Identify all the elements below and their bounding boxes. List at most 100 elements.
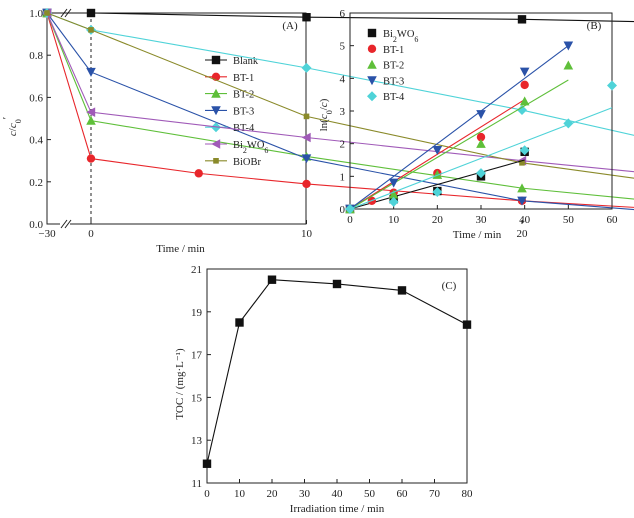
legend-label: BT-1	[383, 45, 404, 56]
data-point	[345, 204, 355, 214]
legend-label: BT-4	[383, 92, 405, 103]
data-point	[517, 196, 527, 206]
fit-line	[349, 159, 525, 210]
y-tick-label: 13	[191, 435, 203, 447]
data-point	[517, 183, 527, 193]
data-point	[86, 107, 96, 117]
data-point	[194, 169, 203, 178]
legend-label: BT-2	[233, 90, 254, 101]
y-tick-label: 6	[340, 8, 346, 20]
data-point	[303, 113, 310, 120]
data-point	[517, 15, 527, 24]
legend-label: Bi2WO6	[233, 140, 268, 155]
data-point	[476, 138, 486, 148]
x-tick-label: 60	[607, 214, 619, 226]
data-point	[44, 10, 50, 16]
x-axis-label: Irradiation time / min	[290, 503, 385, 515]
series-line	[46, 12, 634, 208]
legend-label: BT-2	[383, 61, 404, 72]
y-tick-label: 0	[340, 204, 346, 216]
x-tick-label: 40	[332, 488, 344, 500]
data-point	[563, 118, 574, 129]
fit-line	[349, 79, 569, 210]
y-axis-label: c/c0′	[1, 117, 23, 136]
x-tick-label: 0	[204, 488, 210, 500]
x-tick-label: 0	[88, 228, 94, 240]
y-tick-label: 2	[340, 139, 346, 151]
legend-marker	[211, 88, 221, 98]
data-point	[267, 275, 277, 284]
axis-break-mark	[64, 219, 72, 229]
y-tick-label: 17	[191, 350, 203, 362]
data-point	[302, 13, 311, 22]
y-tick-label: 0.6	[29, 92, 43, 104]
data-point	[86, 154, 96, 163]
x-tick-label: 30	[476, 214, 488, 226]
axis-break-mask-bottom	[60, 220, 70, 228]
y-tick-label: 3	[340, 106, 346, 118]
y-tick-label: 4	[340, 73, 346, 85]
x-tick-label: 50	[364, 488, 376, 500]
legend-marker	[367, 28, 377, 38]
x-tick-label: 20	[432, 214, 444, 226]
data-point	[86, 67, 96, 77]
series-line	[206, 279, 468, 464]
legend-marker	[213, 158, 219, 164]
data-point	[432, 187, 443, 198]
legend-marker	[367, 59, 377, 69]
data-point	[388, 178, 399, 188]
data-point	[302, 179, 311, 189]
y-tick-label: 19	[191, 307, 203, 319]
x-tick-label: −30	[38, 228, 56, 240]
y-tick-label: 0.2	[29, 177, 43, 189]
plot-frame	[206, 268, 468, 484]
data-point	[301, 62, 312, 73]
data-point	[332, 279, 342, 289]
y-axis-label: ln(c0/c)	[318, 98, 334, 131]
x-axis-label: Time / min	[156, 243, 205, 255]
data-point	[388, 189, 399, 199]
x-tick-label: 30	[299, 488, 311, 500]
axis-break-mark	[60, 219, 68, 229]
legend-marker	[211, 55, 221, 65]
data-point	[520, 80, 529, 90]
y-tick-label: 21	[191, 264, 202, 276]
y-axis-label: TOC / (mg·L⁻¹)	[174, 348, 186, 420]
x-tick-label: 60	[397, 488, 409, 500]
y-tick-label: 1	[340, 171, 346, 183]
y-tick-label: 0.0	[29, 219, 43, 231]
legend-label: BiOBr	[233, 157, 262, 168]
series-line	[46, 12, 634, 173]
data-point	[388, 196, 399, 207]
data-point	[202, 459, 212, 468]
x-tick-label: 0	[347, 214, 353, 226]
data-point	[301, 132, 311, 143]
data-point	[519, 96, 530, 106]
data-point	[301, 154, 312, 164]
series-line	[46, 12, 634, 136]
panel-c: 0 10 20 30 40 50 60 70 80 11 13 15 17 19 21 Irradiation…	[174, 264, 473, 515]
data-point	[563, 41, 574, 51]
data-point	[476, 132, 486, 142]
x-axis-label: Time / min	[453, 229, 502, 241]
y-tick-label: 5	[340, 41, 346, 53]
legend-label: BT-3	[383, 76, 404, 87]
data-point	[86, 115, 96, 125]
x-tick-label: 20	[517, 228, 529, 240]
legend-marker	[211, 139, 221, 149]
series-line	[46, 12, 634, 179]
data-point	[517, 105, 527, 116]
legend-label: BT-1	[233, 73, 254, 84]
panel-b: 0 10 20 30 40 50 60 0 1 2 3 4 5 6 Time / min ln(c0/c) (B…	[318, 8, 618, 241]
data-point	[563, 60, 574, 70]
x-tick-label: 10	[388, 214, 400, 226]
y-tick-label: 1.0	[29, 8, 43, 20]
data-point	[432, 146, 443, 155]
legend-marker	[367, 44, 377, 53]
data-point	[607, 80, 617, 91]
x-tick-label: 80	[462, 488, 474, 500]
data-point	[235, 318, 244, 327]
data-point	[476, 168, 486, 179]
